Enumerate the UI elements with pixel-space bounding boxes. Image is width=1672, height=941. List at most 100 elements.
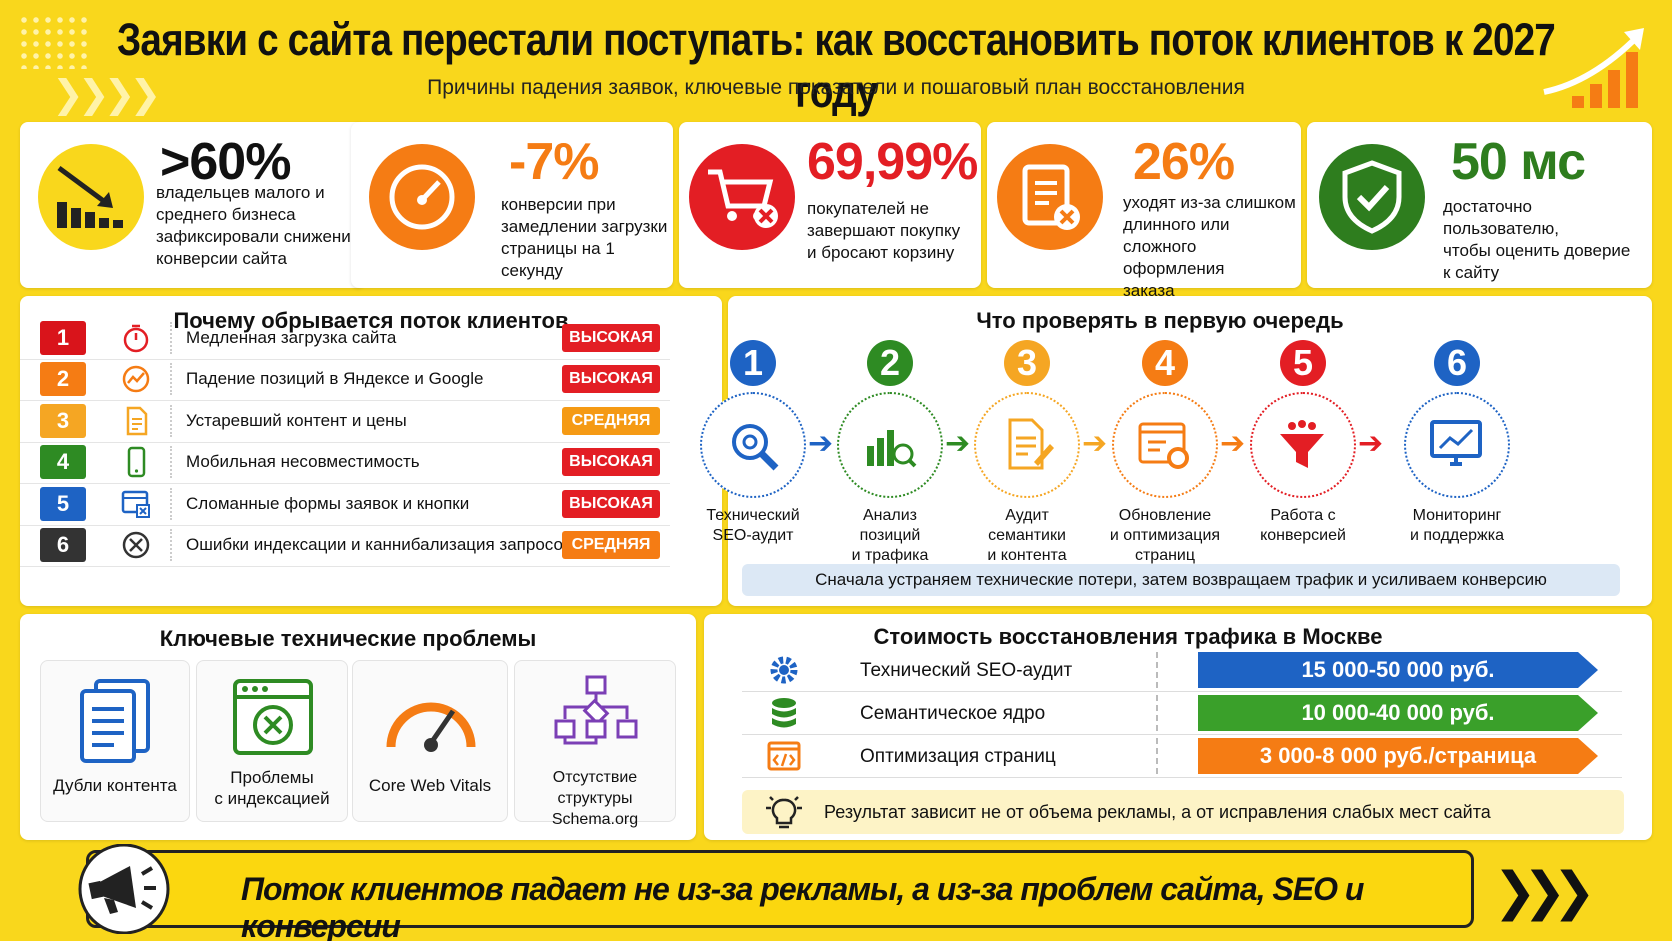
step-circle <box>700 392 806 498</box>
step-number: 5 <box>1280 340 1326 386</box>
tech-card-duplicates: Дубли контента <box>40 660 190 822</box>
reason-text: Медленная загрузка сайта <box>186 328 397 347</box>
tech-label: Отсутствие структуры Schema.org <box>551 769 639 828</box>
trend-up-icon <box>1543 28 1644 108</box>
stat-card-1: >60% владельцев малого и среднего бизнеса… <box>20 122 365 288</box>
stat-card-5: 50 мс достаточно пользователю, чтобы оцен… <box>1307 122 1652 288</box>
cost-note: Результат зависит не от объема рекламы, … <box>742 790 1624 834</box>
check-step: 3 Аудит семантики и контента <box>962 340 1092 566</box>
reason-number: 1 <box>40 321 86 355</box>
tech-label: Проблемы с индексацией <box>214 768 330 808</box>
reason-text: Устаревший контент и цены <box>186 410 407 430</box>
arrow-right-icon: ➔ <box>1082 427 1108 460</box>
chevrons-right-icon: ❯❯❯ <box>1493 863 1596 921</box>
reason-text: Падение позиций в Яндексе и Google <box>186 369 484 389</box>
page-subtitle: Причины падения заявок, ключевые показат… <box>427 76 1245 99</box>
reason-text: Ошибки индексации и каннибализация запро… <box>186 535 572 554</box>
reason-text: Сломанные формы заявок и кнопки <box>186 493 470 513</box>
smartphone-icon <box>127 446 146 478</box>
step-number: 1 <box>730 340 776 386</box>
step-label: Работа с конверсией <box>1260 507 1346 544</box>
decor-dots <box>18 14 88 69</box>
monitor-chart-icon <box>1430 420 1482 466</box>
stat-value: 50 мс <box>1451 133 1586 191</box>
clipboard-cancel-icon <box>997 144 1103 250</box>
speedometer-icon <box>369 144 475 250</box>
stat-description: достаточно пользователю, чтобы оценить до… <box>1443 197 1631 282</box>
reason-text: Мобильная несовместимость <box>186 452 420 472</box>
stat-description: владельцев малого и среднего бизнеса зафик… <box>156 183 361 268</box>
page-title: Заявки с сайта перестали поступать: как … <box>117 14 1556 117</box>
reason-row: 1 Медленная загрузка сайта ВЫСОКАЯ <box>20 316 670 360</box>
tech-title: Ключевые технические проблемы <box>159 626 537 651</box>
reason-row: 3 Устаревший контент и цены СРЕДНЯЯ <box>20 399 670 443</box>
megaphone-icon <box>78 844 170 934</box>
stat-value: -7% <box>509 133 599 191</box>
arrow-right-icon: ➔ <box>1220 427 1246 460</box>
document-icon <box>126 406 148 436</box>
page-settings-icon <box>1138 422 1189 469</box>
footer-banner: Поток клиентов падает не из-за рекламы, … <box>86 850 1474 941</box>
step-label: Анализ позиций и трафика <box>851 507 929 564</box>
reason-row: 4 Мобильная несовместимость ВЫСОКАЯ <box>20 440 670 485</box>
row-divider <box>1156 652 1158 688</box>
stat-card-4: 26% уходят из-за слишком длинного или слож… <box>987 122 1301 300</box>
reason-row: 6 Ошибки индексации и каннибализация запр… <box>20 523 670 567</box>
form-error-icon <box>121 490 150 518</box>
stopwatch-icon <box>123 324 149 353</box>
check-step: 6 Мониторинг и поддержка <box>1392 340 1522 546</box>
check-title: Что проверять в первую очередь <box>976 308 1344 333</box>
step-number: 2 <box>867 340 913 386</box>
step-number: 4 <box>1142 340 1188 386</box>
step-number: 3 <box>1004 340 1050 386</box>
content-edit-icon <box>1008 418 1054 470</box>
reason-number: 6 <box>40 528 86 562</box>
priority-badge: ВЫСОКАЯ <box>562 324 660 352</box>
step-circle <box>1404 392 1510 498</box>
step-circle <box>1112 392 1218 498</box>
check-step: 4 Обновление и оптимизация страниц <box>1100 340 1230 566</box>
check-step: 2 Анализ позиций и трафика <box>825 340 955 566</box>
conversion-funnel-icon <box>1280 420 1324 468</box>
tech-card-schema: Отсутствие структуры Schema.org <box>514 660 676 828</box>
footer-text: Поток клиентов падает не из-за рекламы, … <box>241 871 1364 941</box>
check-step: 5 Работа с конверсией <box>1238 340 1368 546</box>
chart-down-icon <box>38 144 144 250</box>
row-divider <box>170 529 172 561</box>
priority-badge: СРЕДНЯЯ <box>562 531 660 559</box>
price-bar: 3 000-8 000 руб./страница <box>1198 738 1598 774</box>
shield-check-icon <box>1319 144 1425 250</box>
step-label: Мониторинг и поддержка <box>1409 507 1504 544</box>
reason-number: 4 <box>40 445 86 480</box>
priority-badge: ВЫСОКАЯ <box>562 489 660 518</box>
step-circle <box>1250 392 1356 498</box>
tech-label: Дубли контента <box>53 776 177 795</box>
stat-value: 26% <box>1133 133 1235 191</box>
arrow-right-icon: ➔ <box>1358 427 1384 460</box>
check-note: Сначала устраняем технические потери, за… <box>742 564 1620 596</box>
reason-number: 3 <box>40 403 86 438</box>
price-bar: 15 000-50 000 руб. <box>1198 652 1598 688</box>
priority-badge: ВЫСОКАЯ <box>562 365 660 394</box>
cost-row: Технический SEO-аудит 15 000-50 000 руб. <box>742 648 1622 692</box>
row-divider <box>1156 738 1158 774</box>
database-icon <box>772 698 796 728</box>
stat-value: >60% <box>160 133 291 191</box>
stat-card-2: -7% конверсии при замедлении загрузки стра… <box>351 122 673 288</box>
arrow-right-icon: ➔ <box>808 427 834 460</box>
cost-title: Стоимость восстановления трафика в Москв… <box>873 624 1383 649</box>
priority-badge: СРЕДНЯЯ <box>562 406 660 435</box>
row-divider <box>170 363 172 396</box>
stat-description: покупателей не завершают покупку и бросают… <box>807 199 961 262</box>
gauge-icon <box>386 702 476 752</box>
check-step: 1 Технический SEO-аудит <box>688 340 818 546</box>
lightbulb-icon <box>766 796 802 829</box>
cost-label: Технический SEO-аудит <box>860 660 1073 681</box>
cost-label: Оптимизация страниц <box>860 746 1056 767</box>
search-error-icon <box>122 531 150 559</box>
price-bar: 10 000-40 000 руб. <box>1198 695 1598 731</box>
stat-value: 69,99% <box>807 133 978 191</box>
arrow-right-icon: ➔ <box>945 427 971 460</box>
search-chart-icon <box>122 366 150 393</box>
row-divider <box>1156 695 1158 731</box>
